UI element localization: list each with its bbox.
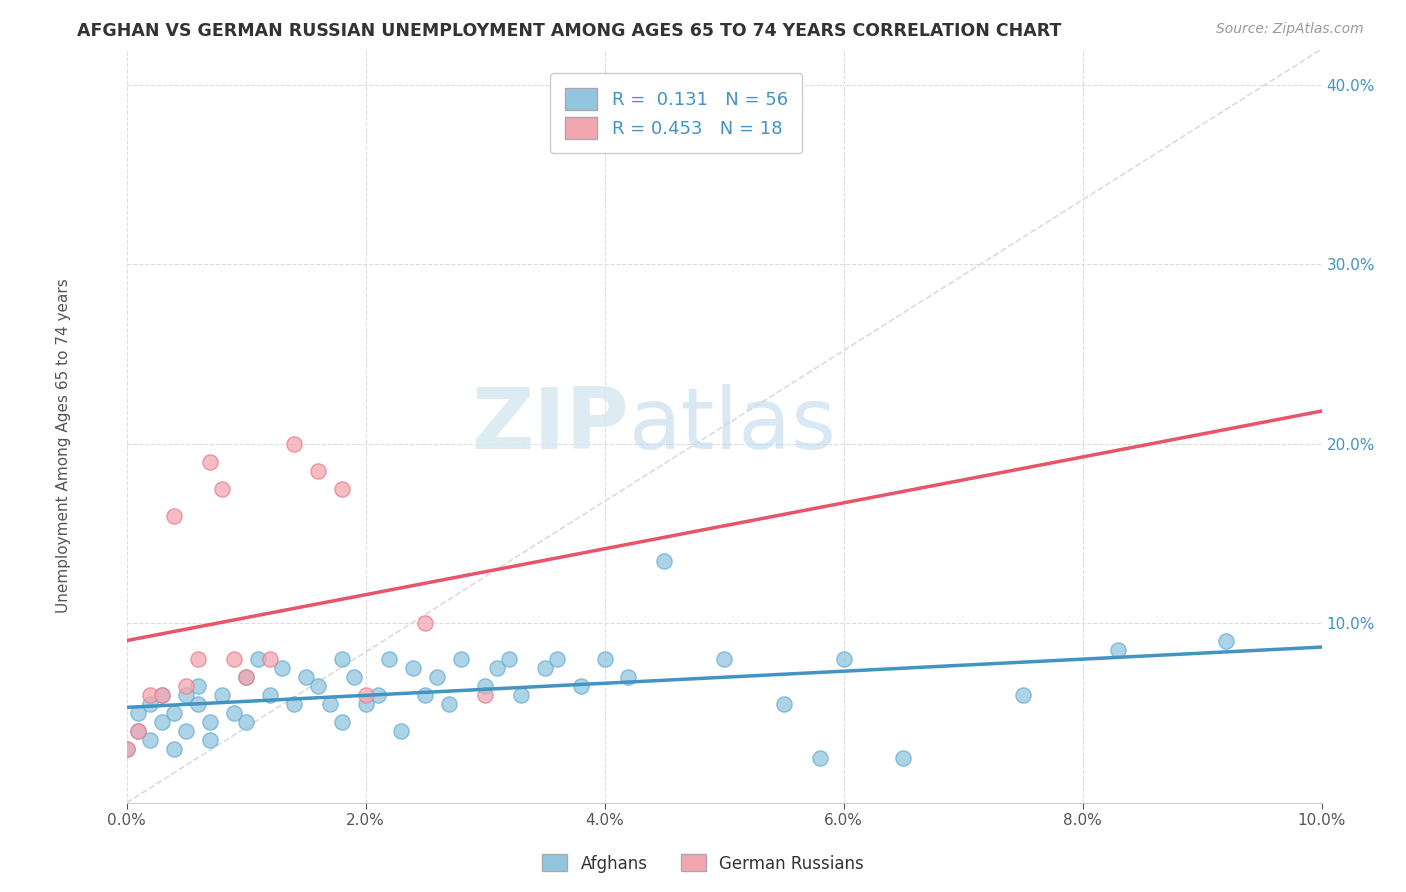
Text: ZIP: ZIP — [471, 384, 628, 467]
Point — [187, 697, 209, 711]
Text: Unemployment Among Ages 65 to 74 years: Unemployment Among Ages 65 to 74 years — [56, 278, 70, 614]
Point — [187, 652, 209, 666]
Point — [450, 652, 472, 666]
Point — [259, 652, 281, 666]
Point — [415, 688, 437, 702]
Point — [174, 679, 197, 693]
Point — [391, 724, 413, 739]
Point — [163, 742, 186, 756]
Point — [415, 616, 437, 631]
Legend: Afghans, German Russians: Afghans, German Russians — [536, 847, 870, 880]
Point — [222, 652, 246, 666]
Point — [127, 724, 149, 739]
Point — [486, 661, 509, 675]
Point — [152, 688, 174, 702]
Point — [318, 697, 342, 711]
Point — [307, 464, 329, 478]
Point — [211, 688, 233, 702]
Point — [163, 706, 186, 720]
Point — [343, 670, 366, 684]
Point — [270, 661, 294, 675]
Point — [546, 652, 568, 666]
Point — [893, 751, 915, 765]
Point — [222, 706, 246, 720]
Text: AFGHAN VS GERMAN RUSSIAN UNEMPLOYMENT AMONG AGES 65 TO 74 YEARS CORRELATION CHAR: AFGHAN VS GERMAN RUSSIAN UNEMPLOYMENT AM… — [77, 22, 1062, 40]
Point — [354, 688, 377, 702]
Point — [1108, 643, 1130, 657]
Point — [498, 652, 520, 666]
Point — [652, 553, 675, 567]
Point — [808, 751, 831, 765]
Point — [569, 679, 592, 693]
Point — [294, 670, 316, 684]
Legend: R =  0.131   N = 56, R = 0.453   N = 18: R = 0.131 N = 56, R = 0.453 N = 18 — [550, 73, 803, 153]
Point — [259, 688, 281, 702]
Point — [235, 670, 257, 684]
Point — [235, 670, 257, 684]
Point — [235, 714, 257, 729]
Point — [402, 661, 425, 675]
Point — [174, 688, 197, 702]
Point — [439, 697, 461, 711]
Point — [330, 652, 353, 666]
Point — [773, 697, 796, 711]
Point — [127, 706, 149, 720]
Point — [330, 482, 353, 496]
Point — [307, 679, 329, 693]
Point — [509, 688, 531, 702]
Point — [832, 652, 855, 666]
Point — [174, 724, 197, 739]
Point — [152, 688, 174, 702]
Text: atlas: atlas — [628, 384, 837, 467]
Point — [330, 714, 353, 729]
Point — [378, 652, 401, 666]
Text: Source: ZipAtlas.com: Source: ZipAtlas.com — [1216, 22, 1364, 37]
Point — [593, 652, 616, 666]
Point — [283, 437, 305, 451]
Point — [115, 742, 138, 756]
Point — [474, 688, 496, 702]
Point — [1011, 688, 1033, 702]
Point — [474, 679, 496, 693]
Point — [617, 670, 640, 684]
Point — [426, 670, 449, 684]
Point — [354, 697, 377, 711]
Point — [139, 688, 162, 702]
Point — [366, 688, 388, 702]
Point — [283, 697, 305, 711]
Point — [127, 724, 149, 739]
Point — [187, 679, 209, 693]
Point — [200, 455, 222, 469]
Point — [163, 508, 186, 523]
Point — [1215, 634, 1237, 648]
Point — [211, 482, 233, 496]
Point — [139, 697, 162, 711]
Point — [713, 652, 735, 666]
Point — [152, 714, 174, 729]
Point — [200, 714, 222, 729]
Point — [247, 652, 270, 666]
Point — [139, 733, 162, 747]
Point — [200, 733, 222, 747]
Point — [534, 661, 557, 675]
Point — [115, 742, 138, 756]
